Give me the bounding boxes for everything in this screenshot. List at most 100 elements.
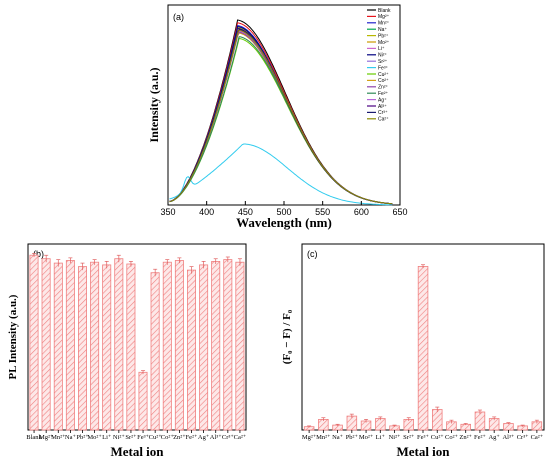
chart-c-bar-ag [488, 418, 500, 431]
chart-c-xtick-label-ca2: Ca²⁺ [531, 434, 544, 441]
legend-label-blank: Blank [378, 8, 391, 14]
chart-b-xtick-label-fe3: Fe³⁺ [137, 434, 149, 441]
chart-b-xtick-label-cr3: Cr³⁺ [222, 434, 234, 441]
chart-c-xtick-label-fe3: Fe³⁺ [417, 434, 429, 441]
legend-label-ag: Ag⁺ [378, 97, 387, 103]
chart-b-xtick-label-mn2: Mn²⁺ [51, 434, 66, 441]
chart-b-xtick-label-ca2: Ca²⁺ [234, 434, 247, 441]
chart-a-xtick-label: 350 [160, 207, 175, 217]
chart-b-panel-label: (b) [33, 249, 44, 259]
chart-b-bar-mg2 [41, 258, 51, 431]
spectrum-mo2 [169, 27, 393, 205]
chart-c-bar-pb2 [346, 415, 358, 431]
legend-label-cu2: Cu²⁺ [378, 72, 389, 78]
chart-c-xtick-label-mo2: Mo²⁺ [359, 434, 374, 441]
chart-c-xtick-label-fe2: Fe²⁺ [474, 434, 486, 441]
spectrum-blank [169, 19, 393, 205]
chart-a-xlabel: Wavelength (nm) [236, 215, 332, 230]
chart-c-xtick-label-cu2: Cu²⁺ [431, 434, 445, 441]
chart-b-xlabel: Metal ion [110, 444, 164, 459]
spectrum-sr2 [169, 29, 393, 205]
spectrum-pb2 [169, 26, 393, 205]
spectrum-na [169, 28, 393, 205]
chart-b-xtick-label-mg2: Mg²⁺ [39, 434, 54, 441]
chart-b-xtick-label-ni2: Ni²⁺ [113, 434, 125, 441]
chart-c: (c) Mg²⁺ Mn²⁺ Na⁺ Pb²⁺ Mo²⁺ Li⁺ Ni²⁺ Sr²⁺ Fe³⁺ Cu… [281, 243, 545, 459]
legend-label-sr2: Sr²⁺ [378, 59, 388, 65]
chart-b-bar-mn2 [53, 262, 63, 431]
spectrum-co2 [169, 32, 393, 205]
chart-c-xtick-label-cr3: Cr³⁺ [517, 434, 529, 441]
chart-c-xlabel: Metal ion [396, 444, 450, 459]
chart-b-xtick-label-zn2: Zn²⁺ [173, 434, 186, 441]
chart-c-ylabel: (F₀ − F) / F₀ [281, 309, 293, 364]
chart-b-bar-ag [199, 264, 209, 431]
chart-b-bar-zn2 [174, 260, 184, 431]
spectrum-ni2 [169, 25, 393, 205]
chart-a-panel-label: (a) [173, 12, 184, 22]
chart-c-xtick-label-ni2: Ni²⁺ [389, 434, 401, 441]
chart-c-xtick-label-na: Na⁺ [332, 434, 344, 441]
spectrum-ca2 [169, 29, 393, 205]
chart-b-xtick-label-blank: Blank [26, 434, 42, 441]
spectrum-mg2 [169, 22, 393, 205]
chart-c-xtick-label-al3: Al³⁺ [502, 434, 514, 441]
legend-label-fe3: Fe³⁺ [378, 65, 389, 71]
legend-label-mn2: Mn²⁺ [378, 21, 390, 27]
chart-c-xtick-label-zn2: Zn²⁺ [459, 434, 472, 441]
spectrum-mn2 [169, 25, 393, 205]
spectrum-cr3 [169, 27, 393, 205]
chart-b-xtick-label-al3: Al³⁺ [210, 434, 222, 441]
chart-b-bar-li [102, 264, 112, 431]
chart-c-xtick-label-ag: Ag⁺ [488, 434, 500, 441]
spectrum-fe3 [169, 143, 393, 206]
chart-c-bar-al3 [503, 423, 514, 431]
legend-label-zn2: Zn²⁺ [378, 85, 389, 91]
chart-b-xtick-label-ag: Ag⁺ [198, 434, 210, 441]
chart-b-bar-fe2 [186, 269, 196, 431]
chart-c-xtick-label-sr2: Sr²⁺ [403, 434, 415, 441]
legend-label-co2: Co²⁺ [378, 78, 389, 84]
chart-a-xtick-label: 550 [315, 207, 330, 217]
chart-b-bar-blank [29, 254, 39, 431]
chart-a-ylabel: Intensity (a.u.) [147, 67, 161, 142]
legend-label-li: Li⁺ [378, 46, 385, 52]
chart-b-bar-al3 [211, 260, 221, 431]
chart-c-xtick-label-co2: Co²⁺ [445, 434, 459, 441]
chart-c-bar-cu2 [431, 409, 443, 431]
chart-b-bar-ni2 [114, 258, 124, 431]
legend-label-al3: Al³⁺ [378, 104, 387, 110]
chart-b-frame [27, 243, 247, 431]
chart-c-bar-fe3 [417, 265, 429, 431]
chart-b-bar-cu2 [150, 272, 160, 431]
chart-b-xtick-label-li: Li⁺ [102, 434, 112, 441]
spectrum-al3 [169, 28, 393, 205]
chart-c-bar-zn2 [460, 423, 471, 431]
chart-a-xtick-label: 450 [238, 207, 253, 217]
chart-b-xtick-label-fe2: Fe²⁺ [186, 434, 198, 441]
chart-b-xtick-label-sr2: Sr²⁺ [125, 434, 137, 441]
chart-b-bar-ca2 [235, 261, 245, 431]
chart-c-bar-fe2 [474, 411, 486, 431]
chart-b-xtick-label-co2: Co²⁺ [161, 434, 175, 441]
spectrum-zn2 [169, 31, 393, 205]
chart-b-bar-mo2 [90, 261, 100, 431]
chart-b-bar-sr2 [126, 263, 136, 431]
legend-label-na: Na⁺ [378, 27, 387, 33]
legend-label-ni2: Ni²⁺ [378, 53, 387, 59]
chart-b-bar-co2 [162, 261, 172, 431]
chart-a-xtick-label: 650 [392, 207, 407, 217]
chart-a-xtick-label: 600 [354, 207, 369, 217]
legend-label-mg2: Mg²⁺ [378, 14, 390, 20]
chart-a-xtick-label: 500 [276, 207, 291, 217]
chart-b-bar-cr3 [223, 259, 233, 431]
chart-b-xtick-label-cu2: Cu²⁺ [149, 434, 163, 441]
chart-a-frame [167, 4, 401, 206]
chart-b-ylabel: PL Intensity (a.u.) [7, 294, 19, 379]
chart-c-panel-label: (c) [307, 249, 318, 259]
chart-c-xtick-label-mn2: Mn²⁺ [316, 434, 331, 441]
chart-b-xtick-label-pb2: Pb²⁺ [76, 434, 89, 441]
chart-c-bar-li [375, 418, 386, 431]
